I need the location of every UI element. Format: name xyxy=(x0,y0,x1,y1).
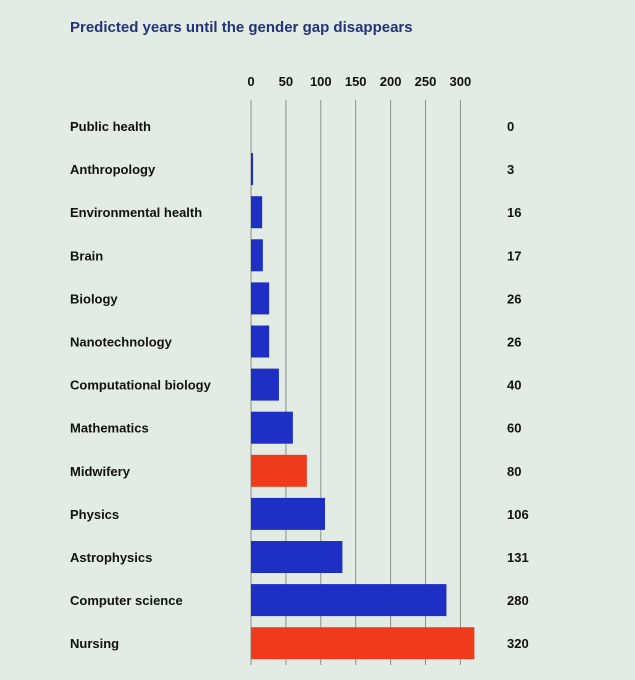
category-label: Brain xyxy=(70,248,103,263)
gridlines xyxy=(250,100,461,665)
bar xyxy=(251,368,279,401)
category-label: Physics xyxy=(70,507,119,522)
category-label: Astrophysics xyxy=(70,550,152,565)
bar xyxy=(251,454,307,487)
value-label: 26 xyxy=(507,291,521,306)
x-axis-ticks: 0 50 100 150 200 250 300 xyxy=(247,74,471,89)
value-label: 60 xyxy=(507,421,521,436)
bar xyxy=(251,584,447,617)
category-label: Mathematics xyxy=(70,421,149,436)
x-tick-label: 300 xyxy=(450,74,472,89)
value-label: 106 xyxy=(507,507,529,522)
category-label: Environmental health xyxy=(70,205,202,220)
x-tick-label: 50 xyxy=(279,74,293,89)
bar xyxy=(251,282,270,315)
category-label: Midwifery xyxy=(70,464,131,479)
value-label: 131 xyxy=(507,550,529,565)
x-tick-label: 100 xyxy=(310,74,332,89)
bar xyxy=(251,196,263,229)
bar xyxy=(251,325,270,358)
bar xyxy=(251,411,293,444)
value-label: 0 xyxy=(507,119,514,134)
category-label: Nursing xyxy=(70,636,119,651)
value-label: 16 xyxy=(507,205,521,220)
x-tick-label: 200 xyxy=(380,74,402,89)
x-tick-label: 250 xyxy=(415,74,437,89)
x-tick-label: 0 xyxy=(247,74,254,89)
bar xyxy=(251,153,254,186)
category-label: Biology xyxy=(70,291,118,306)
chart-title: Predicted years until the gender gap dis… xyxy=(70,19,413,36)
value-label: 26 xyxy=(507,335,521,350)
value-label: 280 xyxy=(507,593,529,608)
category-label: Nanotechnology xyxy=(70,335,173,350)
value-label: 40 xyxy=(507,378,521,393)
value-label: 17 xyxy=(507,248,521,263)
category-label: Computational biology xyxy=(70,378,212,393)
category-label: Computer science xyxy=(70,593,183,608)
bar xyxy=(251,497,325,530)
x-tick-label: 150 xyxy=(345,74,367,89)
bar xyxy=(251,627,475,660)
value-label: 3 xyxy=(507,162,514,177)
value-labels: 0 3 16 17 26 26 40 60 80 106 131 280 320 xyxy=(507,119,529,651)
category-label: Public health xyxy=(70,119,151,134)
value-label: 80 xyxy=(507,464,521,479)
bar xyxy=(251,541,343,573)
bar xyxy=(251,239,263,272)
category-label: Anthropology xyxy=(70,162,156,177)
category-labels: Public health Anthropology Environmental h… xyxy=(70,119,212,651)
value-label: 320 xyxy=(507,636,529,651)
bars xyxy=(251,153,475,660)
